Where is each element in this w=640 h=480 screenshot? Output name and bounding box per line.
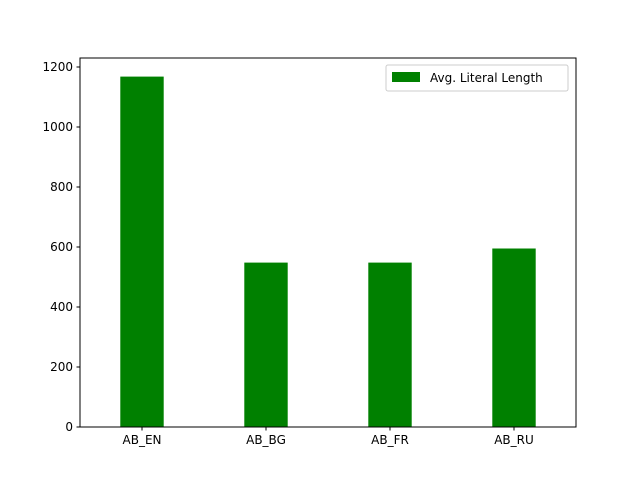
bars-group (120, 76, 536, 427)
y-tick-label: 800 (50, 180, 73, 194)
x-tick-label: AB_EN (123, 433, 162, 447)
plot-frame (79, 57, 577, 428)
bar-ab-bg (244, 262, 288, 427)
x-tick-label: AB_FR (371, 433, 409, 447)
y-tick-label: 1200 (42, 60, 73, 74)
legend-box (385, 64, 569, 92)
y-tick-label: 0 (65, 420, 73, 434)
y-tick-label: 1000 (42, 120, 73, 134)
x-tick-label: AB_RU (494, 433, 534, 447)
x-axis: AB_EN AB_BG AB_FR AB_RU (123, 427, 534, 447)
x-tick-label: AB_BG (246, 433, 286, 447)
legend: Avg. Literal Length (385, 64, 569, 92)
y-tick-label: 400 (50, 300, 73, 314)
legend-label: Avg. Literal Length (430, 71, 543, 85)
bar-ab-en (120, 76, 164, 427)
bar-ab-fr (368, 262, 412, 427)
y-axis: 0 200 400 600 800 1000 1200 (42, 60, 80, 434)
legend-swatch (392, 72, 420, 82)
y-tick-label: 200 (50, 360, 73, 374)
y-tick-label: 600 (50, 240, 73, 254)
bar-ab-ru (492, 248, 536, 427)
